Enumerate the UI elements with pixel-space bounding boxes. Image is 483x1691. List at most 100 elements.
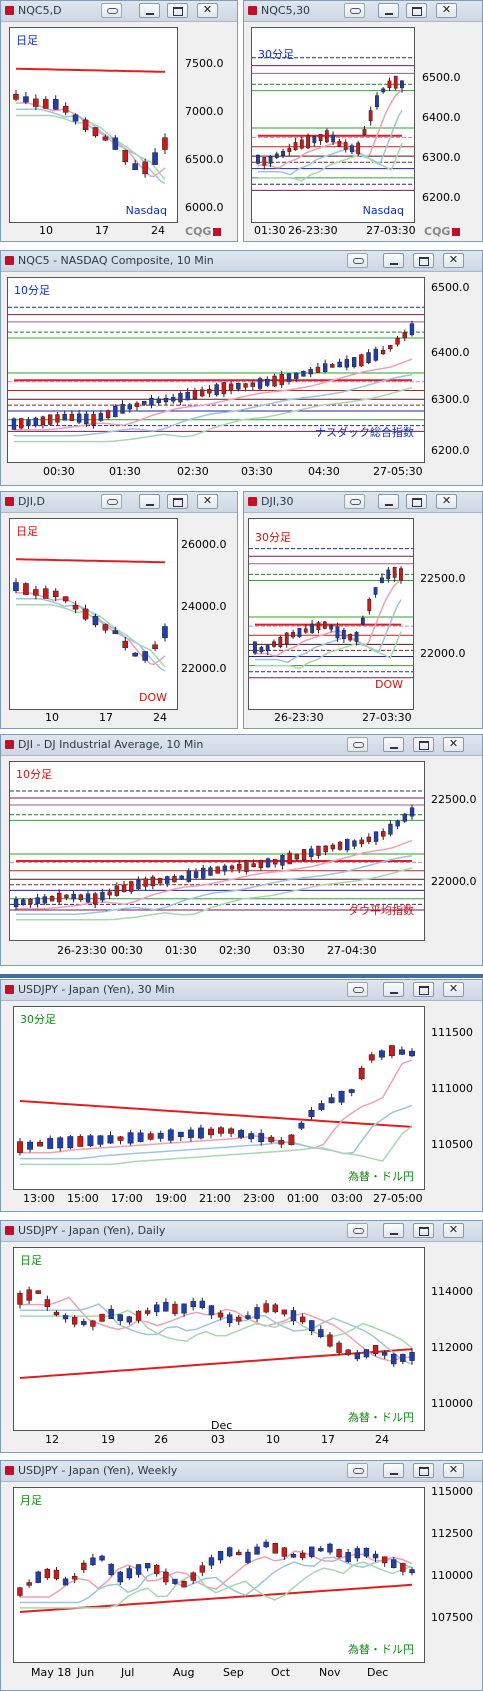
instrument-label: 為替・ドル円 [348, 1643, 414, 1656]
title-bar[interactable]: NQC5 - NASDAQ Composite, 10 Min [1, 251, 482, 272]
chart-plot-area[interactable]: 10分足 ダウ平均指数 [9, 761, 425, 941]
candle-body [294, 372, 299, 379]
candle-body [208, 867, 213, 876]
y-tick-label: 22500.0 [420, 572, 466, 585]
maximize-button[interactable] [413, 253, 434, 268]
link-icon[interactable] [101, 494, 122, 509]
dji-30min-window[interactable]: DJI,30 30分足 DOW 22500.0 22000.0 26-23:30… [243, 491, 483, 729]
title-bar[interactable]: DJI,D [1, 492, 237, 513]
chart-plot-area[interactable]: 30分足 Nasdaq [251, 27, 415, 223]
link-icon[interactable] [101, 3, 122, 18]
link-icon[interactable] [344, 494, 365, 509]
candle-body [393, 75, 398, 89]
title-bar[interactable]: NQC5,30 [244, 1, 482, 22]
candlestick-chart [249, 548, 413, 679]
close-button[interactable] [436, 3, 457, 18]
nasdaq-10min-window[interactable]: NQC5 - NASDAQ Composite, 10 Min 10分足 ナスダ… [0, 250, 483, 486]
x-tick-label: 17:00 [111, 1192, 143, 1205]
nq-daily-window[interactable]: NQC5,D 日足 Nasdaq 7500.0 7000.0 6500.0 60… [0, 0, 238, 242]
candle-body [157, 878, 163, 884]
title-bar[interactable]: USDJPY - Japan (Yen), Weekly [1, 1461, 482, 1482]
candle-body [359, 354, 364, 367]
candle-body [338, 1090, 345, 1103]
candle-body [170, 397, 176, 402]
title-bar[interactable]: USDJPY - Japan (Yen), 30 Min [1, 980, 482, 1001]
minimize-button[interactable] [139, 3, 160, 18]
close-button[interactable] [443, 253, 464, 268]
candle-body [341, 629, 346, 639]
dji-daily-window[interactable]: DJI,D 日足 DOW 26000.0 24000.0 22000.0 10 … [0, 491, 238, 729]
usdjpy-weekly-window[interactable]: USDJPY - Japan (Yen), Weekly 月足 為替・ドル円 1… [0, 1460, 483, 1691]
title-bar[interactable]: DJI - DJ Industrial Average, 10 Min [1, 735, 482, 756]
candle-body [44, 1299, 51, 1308]
link-icon[interactable] [347, 1463, 368, 1478]
chart-plot-area[interactable]: 10分足 ナスダック総合指数 [7, 277, 425, 463]
candle-body [177, 1131, 184, 1137]
close-button[interactable] [443, 1463, 464, 1478]
maximize-button[interactable] [406, 3, 427, 18]
usdjpy-daily-window[interactable]: USDJPY - Japan (Yen), Daily 日足 為替・ドル円 11… [0, 1220, 483, 1453]
chart-plot-area[interactable]: 日足 為替・ドル円 [13, 1247, 425, 1431]
chart-plot-area[interactable]: 日足 DOW [9, 518, 178, 710]
link-icon[interactable] [344, 3, 365, 18]
maximize-button[interactable] [413, 1463, 434, 1478]
chart-plot-area[interactable]: 30分足 DOW [248, 518, 414, 710]
link-icon[interactable] [347, 1223, 368, 1238]
link-icon[interactable] [347, 982, 368, 997]
candle-body [388, 345, 393, 350]
title-bar[interactable]: NQC5,D [1, 1, 237, 22]
close-button[interactable] [443, 737, 464, 752]
candle-body [274, 153, 279, 158]
minimize-button[interactable] [383, 737, 404, 752]
close-button[interactable] [443, 982, 464, 997]
x-tick-label: 26 [154, 1433, 168, 1446]
minimize-button[interactable] [378, 494, 399, 509]
maximize-button[interactable] [413, 737, 434, 752]
candle-body [47, 414, 53, 425]
cqg-logo-icon [5, 6, 14, 15]
maximize-button[interactable] [167, 494, 188, 509]
title-bar[interactable]: USDJPY - Japan (Yen), Daily [1, 1221, 482, 1242]
candle-body [117, 1314, 123, 1322]
moving-average-line [19, 1348, 413, 1379]
candle-body [102, 624, 109, 631]
minimize-button[interactable] [383, 253, 404, 268]
window-divider [0, 974, 483, 978]
link-icon[interactable] [347, 253, 368, 268]
candlestick-chart [8, 306, 424, 443]
x-tick-label: 10 [266, 1433, 280, 1446]
usdjpy-30min-window[interactable]: USDJPY - Japan (Yen), 30 Min 30分足 為替・ドル円… [0, 979, 483, 1212]
link-icon[interactable] [347, 737, 368, 752]
maximize-button[interactable] [413, 982, 434, 997]
close-button[interactable] [436, 494, 457, 509]
instrument-label: Nasdaq [125, 204, 167, 217]
moving-average-line [16, 839, 413, 910]
title-bar[interactable]: DJI,30 [244, 492, 482, 513]
chart-plot-area[interactable]: 日足 Nasdaq [9, 27, 178, 223]
candle-body [181, 1580, 187, 1588]
moving-average-line [255, 579, 402, 657]
minimize-button[interactable] [383, 982, 404, 997]
dji-10min-window[interactable]: DJI - DJ Industrial Average, 10 Min 10分足… [0, 734, 483, 966]
candle-body [53, 1311, 60, 1316]
close-button[interactable] [197, 494, 218, 509]
window-title: USDJPY - Japan (Yen), Weekly [18, 1464, 178, 1477]
x-tick-label: 26-23:30 [274, 711, 324, 724]
chart-plot-area[interactable]: 30分足 為替・ドル円 [13, 1006, 425, 1190]
maximize-button[interactable] [406, 494, 427, 509]
minimize-button[interactable] [383, 1463, 404, 1478]
candle-body [55, 414, 60, 423]
minimize-button[interactable] [139, 494, 160, 509]
maximize-button[interactable] [413, 1223, 434, 1238]
candle-body [71, 893, 76, 900]
close-button[interactable] [443, 1223, 464, 1238]
x-tick-label: Aug [173, 1666, 195, 1679]
chart-plot-area[interactable]: 月足 為替・ドル円 [13, 1487, 425, 1663]
maximize-button[interactable] [167, 3, 188, 18]
minimize-button[interactable] [378, 3, 399, 18]
minimize-button[interactable] [383, 1223, 404, 1238]
candle-body [318, 1329, 324, 1338]
nq-30min-window[interactable]: NQC5,30 30分足 Nasdaq 6500.0 6400.0 6300.0… [243, 0, 483, 242]
candle-body [345, 839, 350, 851]
close-button[interactable] [197, 3, 218, 18]
